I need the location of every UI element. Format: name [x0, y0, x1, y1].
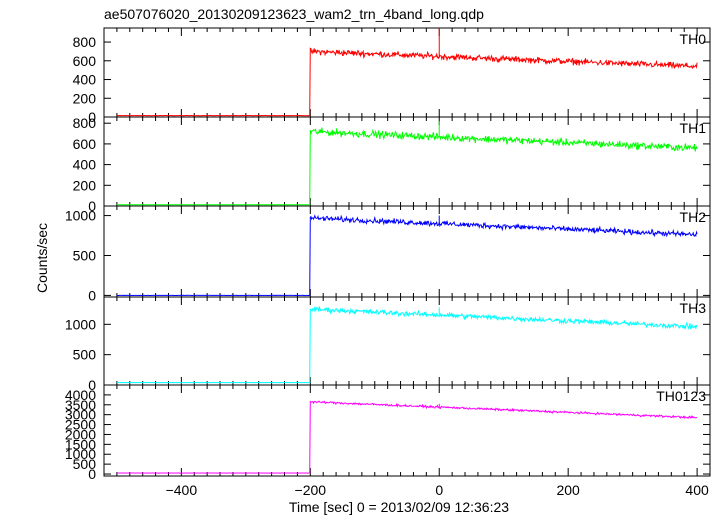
y-tick-label-TH0: 0 [88, 109, 96, 125]
panel-frame-TH0 [103, 27, 711, 118]
panel-frame-TH0123 [103, 384, 711, 477]
series-line-TH0123 [116, 400, 698, 474]
y-tick-label-TH0123: 2000 [65, 426, 96, 442]
y-tick-label-TH2: 1000 [65, 208, 96, 224]
y-tick-label-TH0123: 4000 [65, 387, 96, 403]
y-tick-label-TH0123: 500 [73, 456, 97, 472]
panel-label-TH0: TH0 [680, 31, 707, 47]
x-tick-label: 400 [685, 482, 709, 498]
x-tick-label: 0 [435, 482, 443, 498]
panel-frame-TH2 [103, 205, 711, 298]
y-tick-label-TH0123: 3500 [65, 397, 96, 413]
series-line-TH1 [116, 127, 698, 206]
y-tick-label-TH2: 500 [73, 247, 97, 263]
series-line-TH0 [116, 47, 698, 117]
panel-frame-TH3 [103, 296, 711, 386]
series-line-TH3 [116, 305, 698, 384]
series-line-TH2 [116, 214, 698, 297]
panel-label-TH0123: TH0123 [656, 388, 706, 404]
y-tick-label-TH0123: 0 [88, 466, 96, 482]
y-tick-label-TH1: 200 [73, 177, 97, 193]
y-tick-label-TH0: 400 [73, 72, 97, 88]
y-tick-label-TH1: 400 [73, 157, 97, 173]
y-tick-label-TH0123: 1500 [65, 436, 96, 452]
panel-label-TH3: TH3 [680, 300, 707, 316]
y-tick-label-TH1: 800 [73, 115, 97, 131]
y-tick-label-TH0: 600 [73, 53, 97, 69]
y-tick-label-TH3: 500 [73, 347, 97, 363]
x-tick-label: −400 [166, 482, 198, 498]
y-tick-label-TH0: 800 [73, 34, 97, 50]
panel-frame-TH1 [103, 116, 711, 207]
x-tick-label: −200 [295, 482, 327, 498]
y-tick-label-TH0123: 1000 [65, 446, 96, 462]
x-axis-title: Time [sec] 0 = 2013/02/09 12:36:23 [289, 499, 509, 515]
y-tick-label-TH0: 200 [73, 90, 97, 106]
y-axis-title: Counts/sec [34, 223, 50, 293]
y-tick-label-TH2: 0 [88, 287, 96, 303]
y-tick-label-TH0123: 2500 [65, 417, 96, 433]
y-tick-label-TH3: 1000 [65, 316, 96, 332]
x-tick-label: 200 [556, 482, 580, 498]
panel-label-TH2: TH2 [680, 209, 707, 225]
chart-title: ae507076020_20130209123623_wam2_trn_4ban… [104, 6, 484, 22]
y-tick-label-TH3: 0 [88, 377, 96, 393]
y-tick-label-TH1: 0 [88, 198, 96, 214]
panel-label-TH1: TH1 [680, 120, 707, 136]
y-tick-label-TH1: 600 [73, 136, 97, 152]
y-tick-label-TH0123: 3000 [65, 407, 96, 423]
